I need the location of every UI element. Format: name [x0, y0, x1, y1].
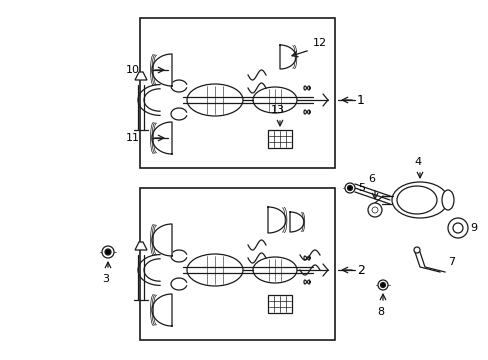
Circle shape: [452, 223, 462, 233]
Circle shape: [447, 218, 467, 238]
Ellipse shape: [441, 190, 453, 210]
Polygon shape: [152, 122, 172, 154]
Polygon shape: [135, 242, 147, 250]
Ellipse shape: [186, 254, 243, 286]
Circle shape: [371, 207, 377, 213]
Ellipse shape: [396, 186, 436, 214]
Polygon shape: [152, 224, 172, 256]
Circle shape: [105, 249, 111, 255]
Circle shape: [367, 203, 381, 217]
Circle shape: [377, 280, 387, 290]
Text: 5: 5: [357, 183, 364, 193]
Text: 9: 9: [469, 223, 476, 233]
Polygon shape: [267, 207, 285, 233]
Text: 13: 13: [270, 105, 285, 115]
Text: 7: 7: [447, 257, 454, 267]
Ellipse shape: [391, 182, 447, 218]
Bar: [140, 188, 334, 340]
Text: 10: 10: [126, 65, 140, 75]
Text: 8: 8: [377, 307, 384, 317]
Text: 6: 6: [368, 174, 375, 184]
Text: 1: 1: [356, 94, 364, 107]
Circle shape: [345, 183, 354, 193]
Circle shape: [413, 247, 419, 253]
Bar: [140, 18, 334, 168]
Polygon shape: [289, 212, 304, 232]
Circle shape: [380, 283, 385, 288]
Bar: [267, 295, 291, 313]
Text: 11: 11: [126, 133, 140, 143]
Text: 3: 3: [102, 274, 109, 284]
Polygon shape: [152, 54, 172, 86]
Ellipse shape: [186, 84, 243, 116]
Polygon shape: [152, 294, 172, 326]
Ellipse shape: [252, 257, 296, 283]
Polygon shape: [135, 72, 147, 80]
Text: 2: 2: [356, 264, 364, 276]
Text: 12: 12: [312, 38, 326, 48]
Ellipse shape: [252, 87, 296, 113]
Bar: [267, 130, 291, 148]
Polygon shape: [280, 45, 295, 69]
Circle shape: [347, 185, 352, 190]
Circle shape: [102, 246, 114, 258]
Text: 4: 4: [414, 157, 421, 167]
